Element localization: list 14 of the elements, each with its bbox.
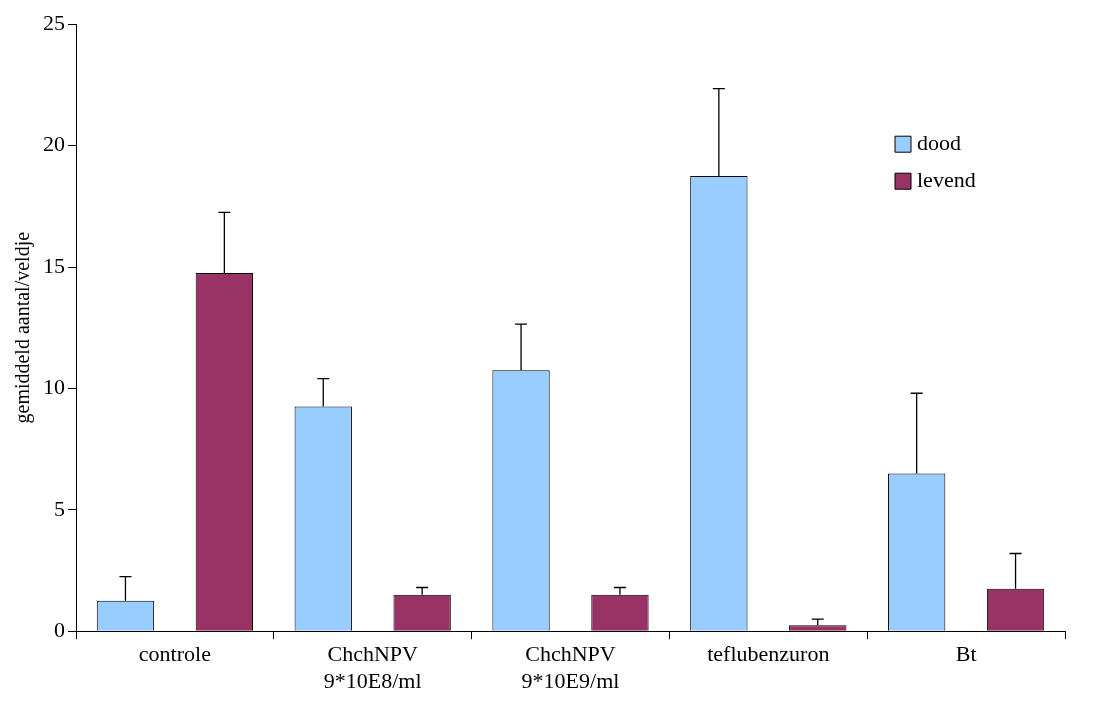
y-tick-label: 0 [54,616,65,642]
x-tick-label: teflubenzuron [707,641,830,667]
x-tick-label: ChchNPV 9*10E9/ml [521,641,620,693]
legend-label: levend [917,166,976,192]
x-tick-label: ChchNPV 9*10E8/ml [323,641,422,693]
y-tick-label: 25 [43,9,65,35]
y-axis-title: gemiddeld aantal/veldje [11,231,35,424]
y-tick-label: 10 [43,374,65,400]
x-tick-label: controle [138,641,211,667]
y-tick-label: 15 [43,252,65,278]
x-tick-label: Bt [955,641,977,667]
y-tick-label: 20 [43,131,65,157]
y-tick-label: 5 [54,495,65,521]
legend-label: dood [917,129,961,155]
